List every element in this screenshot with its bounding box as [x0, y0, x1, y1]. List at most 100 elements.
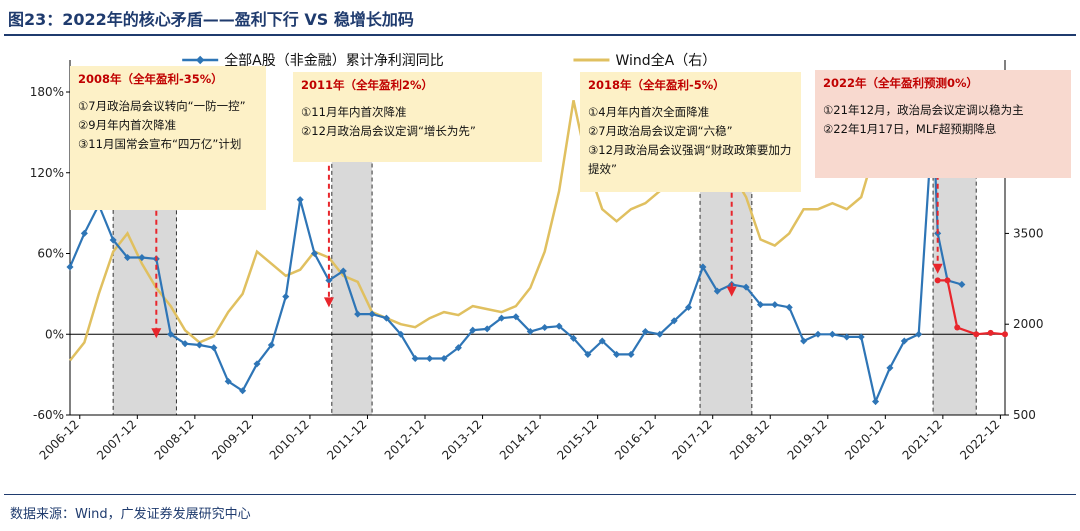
- earnings-point: [843, 333, 851, 341]
- annotation-line: ②7月政治局会议定调“六稳”: [588, 124, 733, 138]
- earnings-point: [800, 337, 808, 345]
- earnings-point: [872, 398, 880, 406]
- x-tick-label: 2013-12: [439, 417, 484, 462]
- x-tick-label: 2011-12: [324, 417, 369, 462]
- earnings-point: [915, 330, 923, 338]
- x-tick-label: 2021-12: [900, 417, 945, 462]
- earnings-point: [555, 322, 563, 330]
- earnings-point: [483, 325, 491, 333]
- event-marker-arrow: [726, 286, 737, 297]
- annotation-line: ②12月政治局会议定调“增长为先”: [301, 124, 476, 138]
- earnings-point: [886, 364, 894, 372]
- forecast-point: [1002, 331, 1008, 338]
- earnings-point: [253, 360, 261, 368]
- earnings-point: [828, 330, 836, 338]
- earnings-point: [267, 341, 275, 349]
- earnings-point: [900, 337, 908, 345]
- annotation-line: ②9月年内首次降准: [78, 118, 177, 132]
- earnings-point: [311, 249, 319, 258]
- annotation-line: ①21年12月，政治局会议定调以稳为主: [823, 103, 1024, 117]
- x-tick-label: 2010-12: [267, 417, 312, 462]
- earnings-point: [641, 328, 649, 336]
- forecast-point: [944, 277, 951, 284]
- earnings-point: [584, 350, 592, 358]
- forecast-point: [987, 329, 994, 336]
- annotation-header: 2018年（全年盈利-5%）: [588, 78, 725, 92]
- x-tick-label: 2009-12: [209, 417, 254, 462]
- earnings-point: [613, 350, 621, 358]
- x-tick-label: 2016-12: [612, 417, 657, 462]
- earnings-point: [569, 334, 577, 342]
- x-tick-label: 2015-12: [554, 417, 599, 462]
- annotation-line: ③11月国常会宣布“四万亿”计划: [78, 137, 242, 151]
- earnings-point: [756, 301, 764, 309]
- annotation-2022: 2022年（全年盈利预测0%） ①21年12月，政治局会议定调以稳为主 ②22年…: [815, 70, 1071, 178]
- right-tick-label: 3500: [1013, 226, 1044, 240]
- annotation-2018: 2018年（全年盈利-5%） ①4月年内首次全面降准 ②7月政治局会议定调“六稳…: [580, 72, 801, 192]
- left-tick-label: 120%: [30, 166, 64, 180]
- earnings-growth-line: [68, 112, 963, 406]
- earnings-point: [440, 354, 448, 363]
- x-tick-label: 2020-12: [842, 417, 887, 462]
- left-tick-label: 0%: [45, 327, 64, 341]
- earnings-point: [541, 323, 549, 332]
- annotation-2008: 2008年（全年盈利-35%） ①7月政治局会议转向“一防一控” ②9月年内首次…: [70, 66, 266, 210]
- legend-earnings-label: 全部A股（非金融）累计净利润同比: [224, 52, 444, 69]
- x-tick-label: 2008-12: [152, 417, 197, 462]
- earnings-point: [354, 310, 362, 318]
- legend-earnings-marker: [195, 55, 205, 65]
- earnings-point: [210, 344, 218, 352]
- title-rule: [4, 34, 1076, 36]
- earnings-point: [282, 293, 290, 301]
- earnings-point: [785, 303, 793, 311]
- earnings-point: [124, 254, 132, 262]
- x-tick-label: 2007-12: [94, 417, 139, 462]
- data-source: 数据来源：Wind，广发证券发展研究中心: [10, 507, 251, 522]
- event-marker-arrow: [932, 263, 943, 274]
- x-tick-label: 2006-12: [37, 417, 82, 462]
- right-tick-label: 2000: [1013, 317, 1044, 331]
- earnings-point: [670, 317, 678, 325]
- earnings-point: [742, 283, 750, 291]
- right-tick-label: 500: [1013, 408, 1036, 422]
- earnings-point: [454, 344, 462, 352]
- x-tick-label: 2018-12: [727, 417, 772, 462]
- legend-wind-label: Wind全A（右）: [615, 52, 716, 69]
- earnings-point: [426, 354, 434, 363]
- annotation-header: 2008年（全年盈利-35%）: [78, 72, 223, 86]
- annotation-line: ①11月年内首次降准: [301, 105, 407, 119]
- earnings-point: [656, 330, 664, 338]
- earnings-point: [598, 337, 606, 345]
- earnings-point: [627, 350, 635, 358]
- annotation-line: ②22年1月17日，MLF超预期降息: [823, 122, 997, 136]
- annotation-header: 2011年（全年盈利2%）: [301, 78, 434, 92]
- earnings-point: [526, 328, 534, 336]
- earnings-point: [857, 333, 865, 341]
- x-tick-label: 2014-12: [497, 417, 542, 462]
- earnings-point: [296, 196, 304, 204]
- earnings-point: [713, 287, 721, 295]
- earnings-point: [498, 314, 506, 322]
- forecast-point: [973, 331, 980, 338]
- earnings-point: [138, 254, 146, 262]
- earnings-point: [512, 313, 520, 321]
- annotation-line: ③12月政治局会议强调“财政政策要加力提效”: [588, 143, 792, 176]
- wind-all-a-line: [69, 91, 959, 362]
- earnings-point: [109, 236, 117, 244]
- x-tick-label: 2012-12: [382, 417, 427, 462]
- earnings-point: [339, 267, 347, 275]
- footer-rule: [4, 494, 1076, 495]
- x-tick-label: 2022-12: [957, 417, 1002, 462]
- event-marker-arrow: [151, 328, 162, 339]
- x-tick-label: 2019-12: [785, 417, 830, 462]
- figure-title: 图23：2022年的核心矛盾——盈利下行 VS 稳增长加码: [8, 10, 414, 29]
- left-tick-label: -60%: [33, 408, 64, 422]
- earnings-point: [771, 301, 779, 309]
- annotation-header: 2022年（全年盈利预测0%）: [823, 76, 979, 90]
- earnings-point: [411, 354, 419, 363]
- earnings-point: [325, 276, 333, 284]
- earnings-point: [181, 340, 189, 348]
- earnings-point: [80, 229, 88, 237]
- left-tick-label: 60%: [37, 247, 64, 261]
- forecast-point: [954, 324, 961, 331]
